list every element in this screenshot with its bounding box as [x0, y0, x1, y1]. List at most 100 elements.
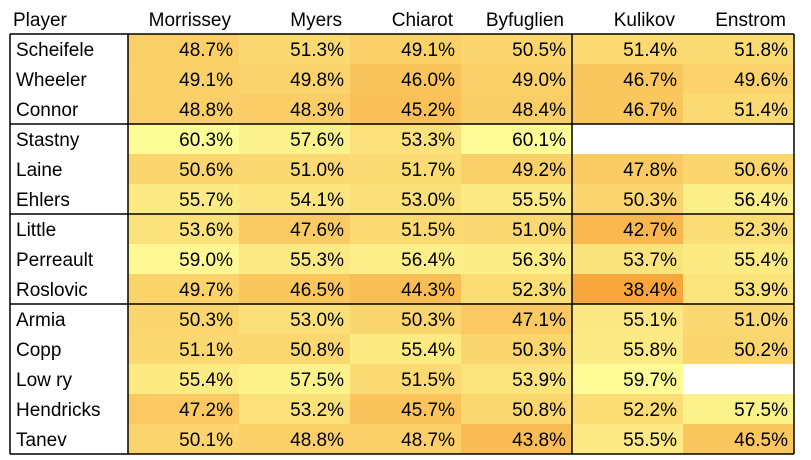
cell-value: 60.3%	[179, 130, 233, 151]
cell-value: 53.6%	[179, 220, 233, 241]
heatmap-cell	[239, 274, 350, 304]
cell-value: 51.0%	[290, 160, 344, 181]
cell-value: 46.0%	[401, 70, 455, 91]
cell-value: 55.5%	[512, 190, 566, 211]
heatmap-cell	[683, 394, 794, 424]
cell-value: 43.8%	[512, 430, 566, 451]
cell-value: 38.4%	[623, 280, 677, 301]
row-label: Scheifele	[16, 40, 94, 61]
cell-value: 52.2%	[623, 400, 677, 421]
cell-value: 52.3%	[512, 280, 566, 301]
heatmap-cell	[128, 274, 239, 304]
heatmap-cell	[350, 304, 461, 334]
cell-value: 55.4%	[401, 340, 455, 361]
heatmap-cell	[128, 364, 239, 394]
cell-value: 51.1%	[179, 340, 233, 361]
heatmap-cell	[239, 154, 350, 184]
heatmap-cell	[350, 34, 461, 64]
cell-value: 50.8%	[512, 400, 566, 421]
cell-value: 51.5%	[401, 370, 455, 391]
heatmap-cell	[239, 124, 350, 154]
heatmap-cell	[350, 274, 461, 304]
cell-value: 54.1%	[290, 190, 344, 211]
row-label: Connor	[16, 100, 79, 121]
heatmap-cell	[572, 214, 683, 244]
cell-value: 56.4%	[734, 190, 788, 211]
row-label: Perreault	[16, 250, 94, 271]
heatmap-cell	[350, 244, 461, 274]
cell-value: 50.3%	[401, 310, 455, 331]
empty-cell	[683, 124, 794, 154]
cell-value: 46.5%	[734, 430, 788, 451]
row-label: Ehlers	[16, 190, 70, 211]
cell-value: 48.4%	[512, 100, 566, 121]
cell-value: 59.0%	[179, 250, 233, 271]
heatmap-cell	[572, 364, 683, 394]
heatmap-cell	[239, 64, 350, 94]
row-label: Stastny	[16, 130, 80, 151]
cell-value: 55.4%	[734, 250, 788, 271]
cell-value: 57.5%	[734, 400, 788, 421]
cell-value: 50.1%	[179, 430, 233, 451]
heatmap-cell	[239, 334, 350, 364]
cell-value: 51.8%	[734, 40, 788, 61]
cell-value: 53.9%	[734, 280, 788, 301]
column-header: Morrissey	[149, 10, 232, 31]
cell-value: 50.6%	[734, 160, 788, 181]
cell-value: 48.7%	[401, 430, 455, 451]
heatmap-cell	[683, 154, 794, 184]
cell-value: 50.2%	[734, 340, 788, 361]
heatmap-cell	[128, 214, 239, 244]
heatmap-cell	[239, 304, 350, 334]
cell-value: 55.1%	[623, 310, 677, 331]
heatmap-cell	[461, 304, 572, 334]
heatmap-cell	[128, 334, 239, 364]
heatmap-cell	[461, 424, 572, 454]
cell-value: 56.4%	[401, 250, 455, 271]
heatmap-cell	[683, 424, 794, 454]
row-label: Tanev	[16, 430, 67, 451]
heatmap-cell	[128, 394, 239, 424]
heatmap-cell	[461, 94, 572, 124]
cell-value: 51.0%	[512, 220, 566, 241]
heatmap-cell	[350, 94, 461, 124]
row-label: Low ry	[16, 370, 72, 391]
row-label: Roslovic	[16, 280, 88, 301]
cell-value: 48.7%	[179, 40, 233, 61]
heatmap-cell	[461, 244, 572, 274]
cell-value: 50.3%	[623, 190, 677, 211]
cell-value: 60.1%	[512, 130, 566, 151]
heatmap-cell	[239, 34, 350, 64]
heatmap-cell	[683, 94, 794, 124]
cell-value: 50.5%	[512, 40, 566, 61]
cell-value: 51.4%	[623, 40, 677, 61]
heatmap-cell	[572, 424, 683, 454]
heatmap-cell	[461, 34, 572, 64]
cell-value: 50.3%	[512, 340, 566, 361]
cell-value: 53.9%	[512, 370, 566, 391]
heatmap-cell	[572, 64, 683, 94]
heatmap-cell	[128, 184, 239, 214]
heatmap-cell	[572, 274, 683, 304]
row-label: Wheeler	[16, 70, 87, 91]
cell-value: 55.7%	[179, 190, 233, 211]
heatmap-cell	[683, 244, 794, 274]
cell-value: 55.8%	[623, 340, 677, 361]
cell-value: 51.4%	[734, 100, 788, 121]
cell-value: 51.3%	[290, 40, 344, 61]
cell-value: 51.0%	[734, 310, 788, 331]
heatmap-cell	[683, 184, 794, 214]
heatmap-cell	[239, 94, 350, 124]
column-header: Chiarot	[392, 10, 454, 31]
cell-value: 49.1%	[179, 70, 233, 91]
row-label: Laine	[16, 160, 63, 181]
column-header: Byfuglien	[486, 10, 564, 31]
cell-value: 50.3%	[179, 310, 233, 331]
heatmap-cell	[683, 214, 794, 244]
heatmap-cell	[128, 244, 239, 274]
heatmap-cell	[572, 304, 683, 334]
heatmap-cell	[350, 214, 461, 244]
cell-value: 46.7%	[623, 70, 677, 91]
cell-value: 53.7%	[623, 250, 677, 271]
heatmap-cell	[128, 304, 239, 334]
